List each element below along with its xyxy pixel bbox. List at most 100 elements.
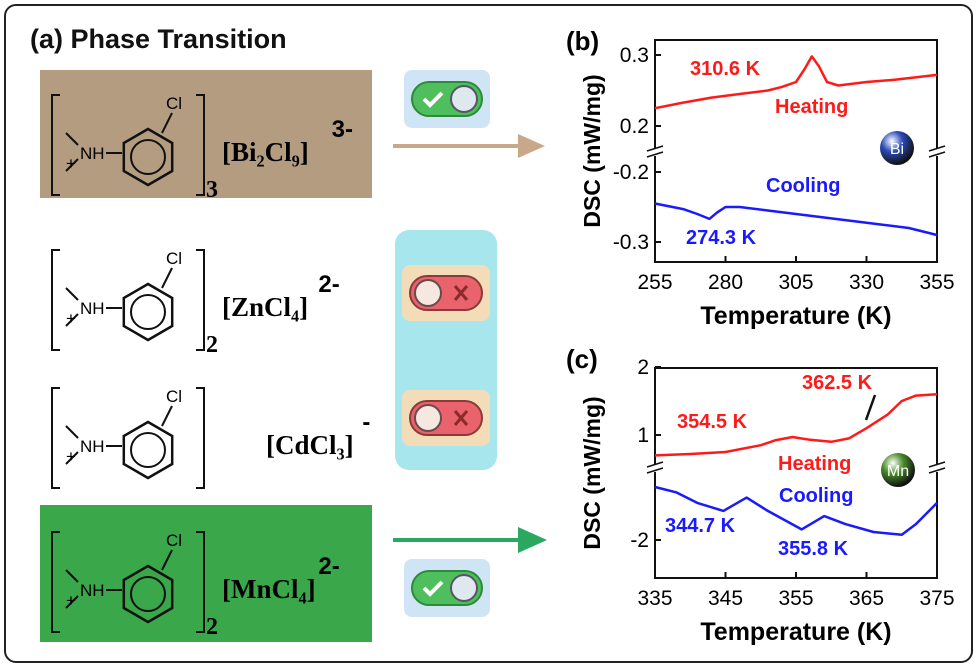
cl-label: Cl — [166, 249, 182, 268]
cross-icon — [453, 410, 469, 426]
benzene-ring — [122, 564, 174, 624]
annotation-label: 310.6 K — [690, 58, 761, 80]
annotation-label: Heating — [775, 96, 848, 118]
bracket-right — [196, 387, 205, 489]
y-tick-label: 0.2 — [620, 115, 649, 138]
anion-charge: - — [362, 409, 370, 436]
axis-break-gap — [929, 464, 945, 472]
nh-label: NH — [80, 144, 105, 163]
bracket-left — [51, 531, 60, 633]
anion-formula: [ZnCl₄] — [222, 292, 308, 322]
annotation-label: Cooling — [779, 485, 853, 507]
axis-break-mark — [928, 461, 946, 468]
compound-3: NH+ Cl 2[MnCl₄]2- — [51, 531, 340, 640]
panel-a-title: (a) Phase Transition — [30, 24, 287, 54]
check-icon — [422, 580, 444, 597]
series-line-cooling — [654, 485, 938, 536]
toggle-off-zn — [400, 263, 492, 328]
axis-break-mark — [928, 145, 946, 152]
bracket-right — [196, 94, 205, 196]
plus-label: + — [66, 447, 76, 466]
axis-break-mark — [646, 151, 664, 158]
axis-break-mark — [646, 467, 664, 474]
plus-label: + — [66, 591, 76, 610]
x-tick-label: 345 — [708, 587, 743, 610]
x-tick-label: 355 — [778, 587, 813, 610]
y-tick-label: -2 — [630, 529, 649, 552]
bracket-right — [196, 249, 205, 351]
panel-b-label: (b) — [566, 26, 599, 56]
bracket-left — [51, 94, 60, 196]
y-tick-label: 0.3 — [620, 44, 649, 67]
x-axis-label: Temperature (K) — [700, 302, 891, 330]
y-tick-label: -0.2 — [613, 161, 649, 184]
x-tick-label: 255 — [637, 271, 672, 294]
anion-formula: [MnCl₄] — [222, 574, 316, 604]
cation-count: 2 — [206, 332, 218, 358]
mn-compound-box — [40, 505, 372, 642]
axis-break-gap — [929, 148, 945, 156]
y-tick-label: 1 — [637, 424, 649, 447]
anion-charge: 2- — [318, 271, 339, 298]
compound-0: NH+ Cl 3[Bi₂Cl₉] 3- — [51, 94, 353, 203]
x-tick-label: 335 — [637, 587, 672, 610]
annotation-label: 362.5 K — [802, 372, 873, 394]
benzene-ring — [122, 127, 174, 187]
toggle-on-mn — [402, 557, 492, 624]
nh-label: NH — [80, 437, 105, 456]
axis-break-mark — [646, 461, 664, 468]
element-badge-label: Mn — [887, 463, 909, 480]
nh-label: NH — [80, 299, 105, 318]
cl-label: Cl — [166, 531, 182, 550]
check-icon — [422, 91, 444, 108]
cl-label: Cl — [166, 387, 182, 406]
plus-label: + — [66, 309, 76, 328]
bracket-left — [51, 387, 60, 489]
panel-c-label: (c) — [566, 344, 598, 374]
bracket-left — [51, 249, 60, 351]
series-line-cooling — [654, 202, 938, 237]
compound-2: NH+ Cl [CdCl₃]- — [51, 387, 370, 489]
compound-1: NH+ Cl 2[ZnCl₄] 2- — [51, 249, 340, 358]
anion-formula: [Bi₂Cl₉] — [222, 137, 309, 167]
y-tick-label: -0.3 — [613, 231, 649, 254]
x-tick-label: 305 — [778, 271, 813, 294]
axis-break-mark — [646, 145, 664, 152]
cation-count: 2 — [206, 614, 218, 640]
axis-break-mark — [928, 467, 946, 474]
axis-break-mark — [928, 151, 946, 158]
y-axis-label: DSC (mW/mg) — [579, 396, 605, 549]
annotation-label: 355.8 K — [778, 538, 849, 560]
annotation-leader — [864, 394, 877, 421]
y-tick-label: 2 — [637, 356, 649, 379]
plus-label: + — [66, 154, 76, 173]
element-badge — [880, 131, 914, 165]
figure-frame — [4, 4, 973, 663]
element-badge — [881, 453, 915, 487]
element-badge-label: Bi — [890, 141, 904, 158]
annotation-label: Cooling — [766, 175, 840, 197]
cl-label: Cl — [166, 94, 182, 113]
annotation-label: 344.7 K — [665, 515, 736, 537]
benzene-ring — [122, 282, 174, 342]
x-tick-label: 365 — [849, 587, 884, 610]
nh-label: NH — [80, 581, 105, 600]
series-line-heating — [654, 55, 938, 110]
anion-charge: 3- — [332, 116, 353, 143]
x-tick-label: 375 — [919, 587, 954, 610]
series-line-heating — [654, 392, 938, 457]
x-tick-label: 330 — [849, 271, 884, 294]
benzene-ring — [122, 420, 174, 480]
annotation-label: Heating — [778, 453, 851, 475]
cross-icon — [453, 285, 469, 301]
annotation-label: 354.5 K — [677, 411, 748, 433]
bi-compound-box — [40, 70, 372, 198]
x-axis-label: Temperature (K) — [700, 618, 891, 646]
axis-break-gap — [647, 464, 663, 472]
anion-charge: 2- — [318, 553, 339, 580]
axis-break-gap — [647, 148, 663, 156]
anion-formula: [CdCl₃] — [266, 430, 354, 460]
